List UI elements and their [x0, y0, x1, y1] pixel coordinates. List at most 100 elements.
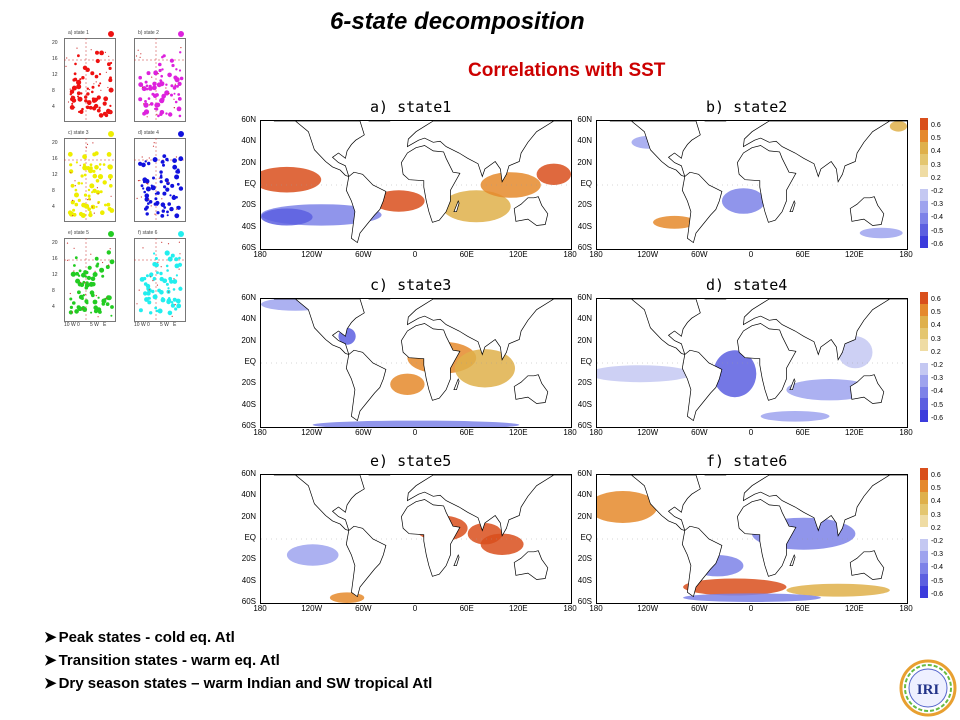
bullet-item: ➤ Transition states - warm eq. Atl — [44, 652, 280, 669]
lat-tick-label: 40N — [577, 314, 592, 324]
colorbar-tick: -0.2 — [931, 538, 944, 545]
lon-tick-label: 60W — [355, 428, 372, 437]
lon-tick-label: 0 — [412, 428, 418, 437]
mini-plot-label: c) state 3 — [68, 130, 89, 136]
colorbar-swatch — [920, 550, 928, 563]
lat-tick-label: 20N — [577, 335, 592, 345]
lat-tick-label: 40N — [241, 490, 256, 500]
colorbar-tick: 0.3 — [931, 335, 941, 343]
mini-scatter-points — [64, 238, 115, 320]
colorbar-swatch — [920, 177, 928, 190]
lat-tick-label: 40S — [577, 575, 592, 585]
colorbar-tick: -0.4 — [931, 388, 944, 396]
correlation-region — [721, 188, 765, 214]
correlation-region — [373, 190, 425, 212]
lon-tick-label: 120W — [301, 604, 323, 613]
colorbar-tick: -0.6 — [931, 590, 944, 598]
colorbar-tick: 0.4 — [931, 498, 941, 506]
lon-tick-label: 60E — [795, 250, 810, 259]
lat-tick-label: 40N — [577, 136, 592, 146]
colorbar-swatch — [920, 351, 928, 364]
mini-y-tick: 12 — [52, 72, 58, 78]
continent-outline — [453, 554, 460, 567]
colorbar-tick: 0.5 — [931, 135, 941, 143]
mini-y-tick: 12 — [52, 172, 58, 178]
lon-tick-label: 120W — [637, 250, 659, 259]
correlation-region — [261, 208, 313, 226]
colorbar-tick: 0.3 — [931, 161, 941, 169]
arrow-icon: ➤ — [44, 629, 57, 646]
mini-plot-label: b) state 2 — [138, 30, 159, 36]
colorbar-swatch — [920, 374, 928, 387]
mini-scatter-points — [64, 38, 114, 120]
mini-x-tick: E — [103, 322, 107, 328]
bullet-list: ➤ Peak states - cold eq. Atl ➤ Transition … — [44, 628, 432, 697]
correlation-region — [597, 491, 658, 523]
mini-y-tick: 20 — [52, 40, 58, 46]
colorbar-swatch — [920, 327, 928, 340]
colorbar-legend: 0.6 0.5 0.4 0.3 0.2 -0.2 -0.3 -0.4 -0.5 -0.6 — [920, 468, 950, 602]
mini-x-tick: 10 W — [134, 322, 146, 328]
mini-plot-label: d) state 4 — [138, 130, 159, 136]
continent-outline — [513, 374, 549, 404]
continent-outline — [406, 475, 571, 537]
lon-tick-label: 180 — [899, 604, 913, 613]
mini-plot-label: f) state 6 — [138, 230, 158, 236]
colorbar-swatch — [920, 153, 928, 166]
continent-outline — [609, 475, 701, 532]
lat-tick-label: EQ — [244, 357, 256, 366]
sst-map — [596, 474, 908, 604]
lat-tick-label: 40S — [577, 221, 592, 231]
sst-map — [260, 474, 572, 604]
lat-tick-label: 40N — [577, 490, 592, 500]
colorbar-swatch — [920, 118, 928, 131]
lon-tick-label: 60E — [459, 604, 474, 613]
mini-y-tick: 4 — [52, 104, 55, 110]
colorbar-tick: 0.6 — [931, 296, 941, 303]
colorbar-swatch — [920, 165, 928, 178]
correlation-region — [859, 227, 903, 239]
colorbar-tick: 0.5 — [931, 485, 941, 493]
continent-outline — [401, 145, 461, 223]
page-title: 6-state decomposition — [330, 8, 585, 35]
mini-y-tick: 16 — [52, 56, 58, 62]
mini-x-tick: 5 W — [160, 322, 169, 328]
lat-tick-label: 40N — [241, 314, 256, 324]
lat-tick-label: 40S — [241, 575, 256, 585]
sst-map — [260, 120, 572, 250]
mini-y-tick: 16 — [52, 256, 58, 262]
colorbar-swatch — [920, 292, 928, 305]
correlation-region — [760, 411, 830, 422]
colorbar-swatch — [920, 188, 928, 202]
correlation-region — [441, 190, 511, 223]
continent-outline — [345, 525, 387, 598]
lon-tick-label: 60W — [355, 604, 372, 613]
mini-scatter-points — [134, 138, 184, 220]
continent-outline — [737, 323, 797, 401]
continent-outline — [345, 349, 387, 422]
lat-tick-label: 40N — [241, 136, 256, 146]
lat-tick-label: 20N — [241, 511, 256, 521]
panel-title: b) state2 — [706, 98, 788, 116]
state-color-dot — [178, 131, 184, 137]
colorbar-swatch — [920, 212, 928, 225]
lon-tick-label: 60W — [691, 604, 708, 613]
state-color-dot — [178, 31, 184, 37]
correlation-region — [683, 578, 787, 596]
lat-tick-label: 40S — [241, 221, 256, 231]
lat-tick-label: 60N — [241, 115, 256, 124]
continent-outline — [849, 196, 885, 226]
colorbar-swatch — [920, 398, 928, 411]
mini-x-tick: 10 W — [64, 322, 76, 328]
colorbar-swatch — [920, 468, 928, 481]
lon-tick-label: 60W — [691, 428, 708, 437]
continent-outline — [789, 378, 796, 391]
sst-map — [596, 120, 908, 250]
panel-title: c) state3 — [370, 276, 452, 294]
colorbar-tick: -0.4 — [931, 564, 944, 572]
bullet-item: ➤ Dry season states – warm Indian and SW … — [44, 675, 433, 692]
colorbar-legend: 0.6 0.5 0.4 0.3 0.2 -0.2 -0.3 -0.4 -0.5 -0.6 — [920, 292, 950, 426]
state-color-dot — [108, 231, 114, 237]
continent-outline — [406, 121, 571, 183]
